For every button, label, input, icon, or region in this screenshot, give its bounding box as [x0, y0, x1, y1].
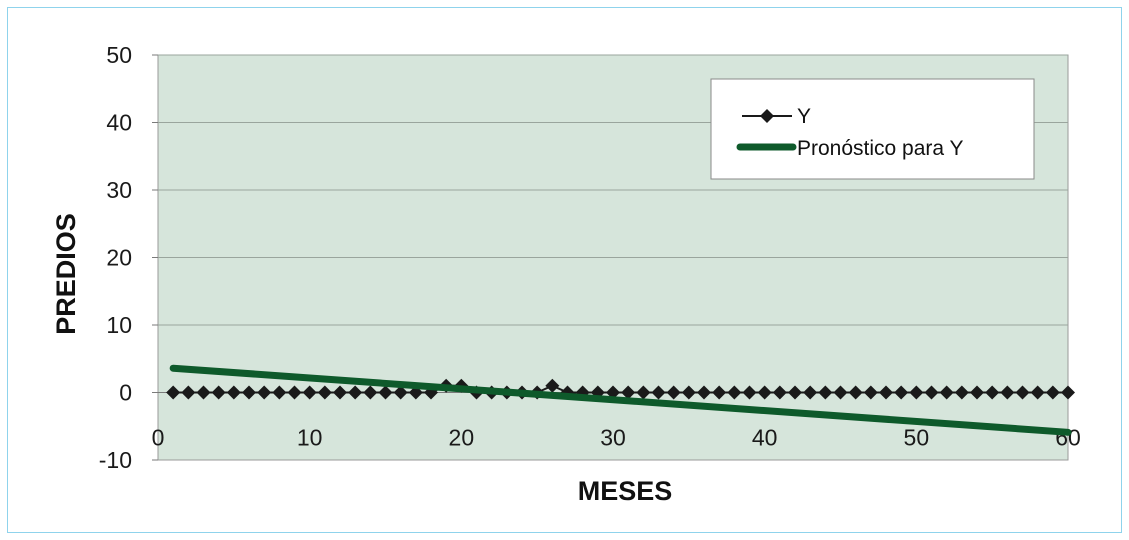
series-y-point [879, 385, 893, 400]
series-y-point [909, 385, 924, 400]
y-tick-labels: -10 0 10 20 30 40 50 [99, 42, 132, 473]
series-y-point [636, 385, 651, 400]
series-y-point [1045, 385, 1060, 400]
series-y-point [181, 385, 196, 400]
series-y-point [788, 385, 802, 400]
x-tick-label: 50 [904, 425, 930, 451]
series-y-point [651, 385, 666, 400]
legend-box [710, 78, 1035, 180]
series-y-point [666, 385, 681, 400]
y-axis-title: PREDIOS [51, 213, 81, 335]
series-y-point [985, 385, 1000, 400]
series-y-point [970, 385, 984, 400]
series-y-point [697, 385, 711, 400]
y-tick-label: 50 [106, 42, 132, 68]
series-y-point [803, 385, 818, 400]
series-y-point [772, 385, 787, 400]
series-y-point [727, 385, 742, 400]
x-tick-label: 20 [449, 425, 475, 451]
series-y-point [712, 385, 727, 400]
series-y-point [287, 385, 302, 400]
x-tick-label: 10 [297, 425, 323, 451]
series-y-point [272, 385, 287, 400]
series-y-point [1061, 385, 1075, 400]
y-tick-label: 40 [106, 110, 132, 136]
series-y-point [348, 385, 363, 400]
series-y-point [1000, 385, 1015, 400]
series-y-point [226, 385, 241, 400]
series-forecast-line [169, 364, 1072, 436]
series-y-point [939, 385, 954, 400]
series-forecast [169, 364, 1072, 436]
series-y-point [833, 385, 848, 400]
legend-label-forecast: Pronóstico para Y [797, 137, 964, 160]
series-y-point [166, 385, 181, 400]
y-tick-label: 30 [106, 177, 132, 203]
y-tick-label: -10 [99, 447, 132, 473]
y-tick-label: 20 [106, 245, 132, 271]
series-y-point [1015, 385, 1030, 400]
series-y-point [317, 385, 332, 400]
y-tick-label: 10 [106, 312, 132, 338]
series-y-point [954, 385, 969, 400]
legend: Y Pronóstico para Y [710, 78, 1035, 180]
x-axis-title: MESES [578, 476, 673, 506]
series-y-point [681, 385, 696, 400]
series-y-point [302, 385, 317, 400]
series-y-point [894, 385, 909, 400]
legend-label-y: Y [797, 105, 811, 128]
x-tick-labels: 0 10 20 30 40 50 60 [152, 425, 1081, 451]
series-y-point [393, 385, 408, 400]
series-y-point [196, 385, 211, 400]
series-y-point [742, 385, 757, 400]
series-y-point [848, 385, 863, 400]
legend-swatch-y-marker [760, 109, 774, 123]
series-y-point [242, 385, 256, 400]
x-tick-label: 0 [152, 425, 165, 451]
series-y-point [621, 385, 636, 400]
x-tick-label: 30 [600, 425, 626, 451]
series-y-point [257, 385, 272, 400]
series-y-point [924, 385, 939, 400]
series-y-point [333, 385, 347, 400]
series-y-point [378, 385, 393, 400]
y-tick-label: 0 [119, 380, 132, 406]
series-y-point [1030, 385, 1045, 400]
series-y-point [545, 378, 560, 393]
series-y-point [363, 385, 378, 400]
series-y-point [211, 385, 226, 400]
series-y-point [818, 385, 833, 400]
series-y-point [757, 385, 772, 400]
x-tick-label: 40 [752, 425, 778, 451]
series-y-point [863, 385, 878, 400]
